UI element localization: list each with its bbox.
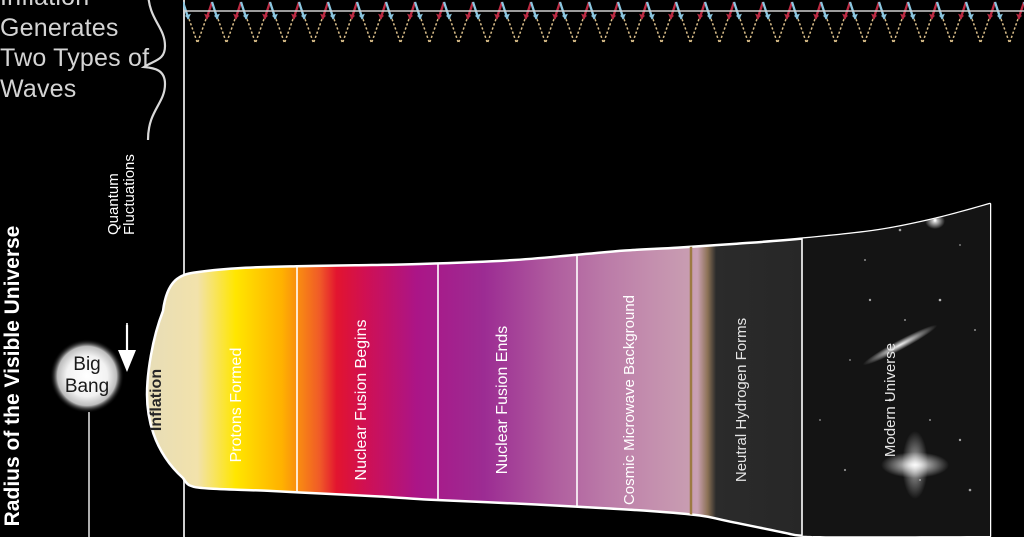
svg-text:Neutral Hydrogen Forms: Neutral Hydrogen Forms [733, 318, 750, 482]
svg-text:Cosmic Microwave Background: Cosmic Microwave Background [621, 295, 638, 505]
svg-text:Nuclear Fusion Begins: Nuclear Fusion Begins [353, 320, 370, 481]
svg-text:Inflation: Inflation [148, 369, 165, 431]
svg-text:Protons Formed: Protons Formed [228, 348, 245, 463]
svg-text:Nuclear Fusion Ends: Nuclear Fusion Ends [494, 326, 511, 475]
svg-text:Modern Universe: Modern Universe [882, 343, 899, 457]
